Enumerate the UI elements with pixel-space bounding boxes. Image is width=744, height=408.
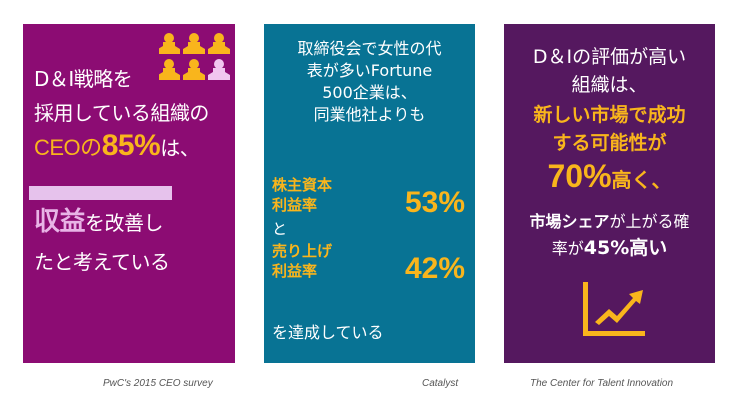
- panel2-heading: 取締役会で女性の代 表が多いFortune 500企業は、 同業他社よりも: [264, 38, 475, 126]
- panel1-line2: 採用している組織の: [34, 101, 209, 125]
- panel3-line4: する可能性が: [552, 132, 667, 154]
- ros-label-line2: 利益率: [272, 262, 318, 280]
- panel2-head-line2: 表が多いFortune: [306, 61, 433, 80]
- roe-label-line2: 利益率: [272, 196, 318, 214]
- person-icon: [183, 59, 205, 80]
- talent-innovation-panel: D＆Iの評価が高い 組織は、 新しい市場で成功 する可能性が 70%高く、 市場…: [504, 24, 715, 363]
- roe-label-line1: 株主資本: [272, 176, 333, 194]
- revenue-highlight: 収益: [34, 207, 86, 237]
- percent-45: 45%高い: [583, 237, 668, 259]
- wa-text: は、: [160, 136, 200, 160]
- panel3-line7-a: 率が: [551, 239, 584, 258]
- ros-label-line1: 売り上げ: [272, 242, 333, 260]
- ceo-survey-panel: D＆I戦略を 採用している組織の CEOの85%は、 収益を改善し たと考えてい…: [23, 24, 235, 363]
- source-pwc: PwC's 2015 CEO survey: [103, 378, 213, 389]
- panel3-line3: 新しい市場で成功: [533, 104, 686, 126]
- percent-85: 85%: [101, 129, 161, 162]
- panel1-line4-rest: を改善し: [85, 211, 164, 235]
- panel2-head-line4: 同業他社よりも: [313, 105, 426, 124]
- source-cti: The Center for Talent Innovation: [530, 378, 674, 389]
- panel3-line1: D＆Iの評価が高い: [532, 46, 687, 68]
- roe-label: 株主資本 利益率: [272, 175, 332, 215]
- people-icons: [158, 32, 230, 82]
- ros-label: 売り上げ 利益率: [272, 241, 332, 281]
- panel3-line7: 率が45%高い: [504, 233, 715, 260]
- growth-chart-icon: [583, 282, 645, 336]
- panel1-line3: CEOの85%は、: [34, 131, 200, 161]
- person-icon: [158, 59, 180, 80]
- panel1-line1: D＆I戦略を: [34, 67, 133, 91]
- person-icon: [158, 33, 180, 54]
- person-icon-highlight: [208, 59, 230, 80]
- catalyst-panel: 取締役会で女性の代 表が多いFortune 500企業は、 同業他社よりも 株主…: [264, 24, 475, 363]
- person-icon: [183, 33, 205, 54]
- panel3-line5-rest: 高く、: [611, 168, 672, 192]
- percent-70: 70%: [547, 158, 612, 194]
- ceo-label: CEOの: [34, 135, 102, 160]
- panel3-line6: 市場シェアが上がる確: [504, 208, 715, 232]
- panel3-line2: 組織は、: [571, 74, 648, 96]
- panel1-line5: たと考えている: [34, 250, 170, 274]
- panel3-line5: 70%高く、: [504, 158, 715, 195]
- source-catalyst: Catalyst: [422, 378, 459, 389]
- ros-percent: 42%: [404, 252, 465, 285]
- panel3-line6-rest: が上がる確: [609, 212, 690, 231]
- market-share-text: 市場シェア: [529, 212, 610, 231]
- person-icon: [208, 33, 230, 54]
- highlight-bar: [29, 186, 172, 200]
- panel2-footer: を達成している: [272, 323, 384, 342]
- conjunction-to: と: [272, 220, 288, 238]
- roe-percent: 53%: [404, 186, 465, 219]
- person-icon-group: [158, 33, 230, 80]
- panel1-line4: 収益を改善し: [34, 207, 164, 237]
- panel2-head-line1: 取締役会で女性の代: [297, 39, 442, 58]
- panel2-head-line3: 500企業は、: [322, 83, 417, 102]
